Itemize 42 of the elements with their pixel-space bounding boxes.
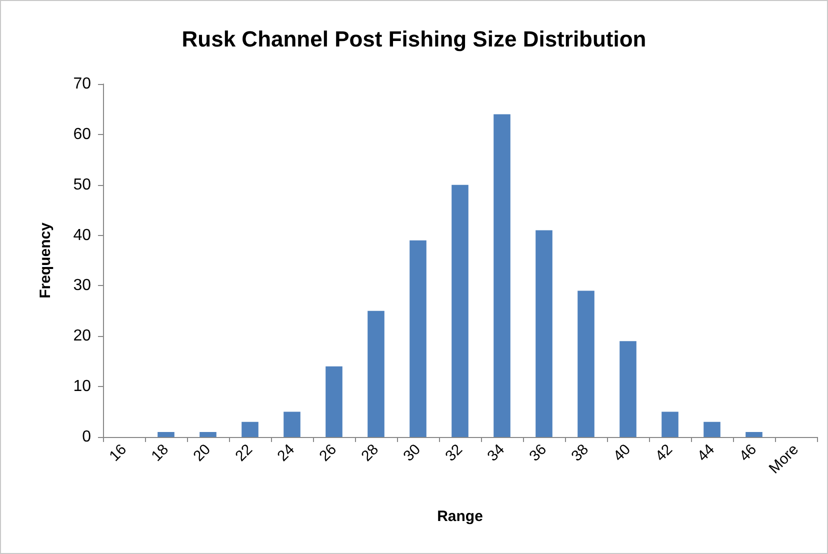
x-tick-label: 28 [358,440,382,465]
bar [368,310,384,437]
bar [578,290,594,437]
bar [662,412,678,437]
bar [326,366,342,437]
bar [746,432,762,437]
x-tick-label: 38 [568,440,592,465]
y-tick-label: 30 [73,277,92,294]
x-tick-label: 32 [442,440,466,465]
bar [536,230,552,437]
x-tick-label: 20 [190,440,214,465]
bar [620,341,636,437]
x-tick-label: 34 [484,440,508,465]
bar [158,432,174,437]
bar [494,114,510,437]
x-tick-label: 46 [736,440,760,465]
x-tick-label: 16 [106,440,130,465]
x-axis-title: Range [437,508,483,525]
y-axis-title: Frequency [37,222,54,298]
x-tick-label: 36 [526,440,550,465]
x-tick-label: 18 [148,440,172,465]
bar [200,432,216,437]
x-tick-label: 30 [400,440,424,465]
x-tick-label: 26 [316,440,340,465]
y-tick-label: 40 [73,226,92,244]
bar [242,422,258,437]
x-tick-label: 24 [274,440,298,465]
y-tick-label: 70 [73,76,92,92]
x-tick-label: 22 [232,440,256,465]
y-tick-label: 0 [82,428,92,446]
x-tick-label: 44 [694,440,718,465]
bar [410,240,426,437]
bar [704,422,720,437]
bar [452,184,468,437]
x-tick-label: 42 [652,440,676,465]
chart-title: Rusk Channel Post Fishing Size Distribution [182,26,646,52]
y-tick-label: 20 [73,328,92,345]
x-tick-label: 40 [610,440,634,465]
y-tick-label: 60 [73,126,92,143]
bar [284,412,300,437]
y-tick-label: 10 [73,378,92,396]
y-tick-label: 50 [73,176,92,194]
